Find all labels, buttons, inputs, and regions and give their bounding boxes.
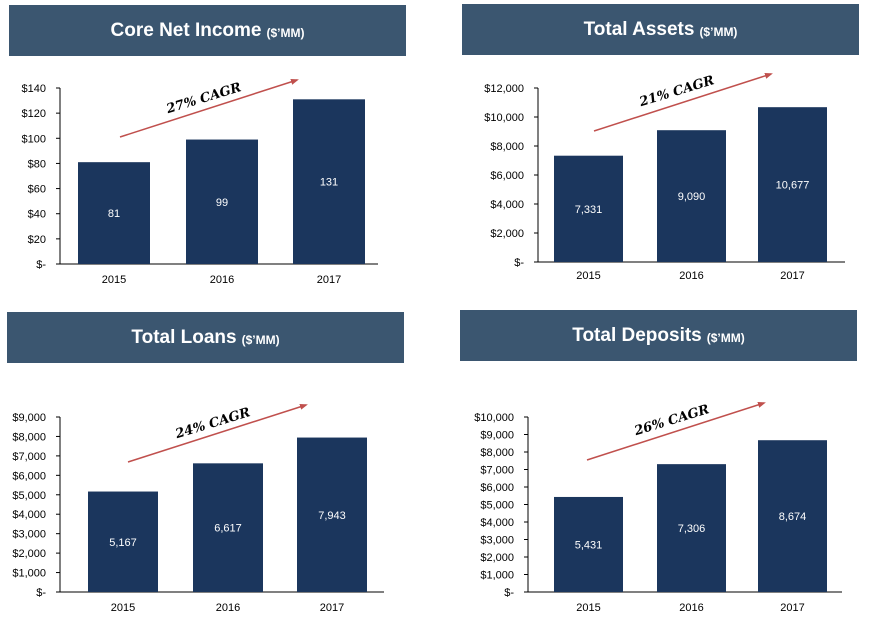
chart-title: Total Deposits: [572, 324, 702, 346]
chart-title: Total Assets: [583, 18, 695, 40]
x-category-label: 2016: [679, 602, 703, 614]
cagr-label: 27% CAGR: [164, 80, 243, 117]
y-tick-label: $8,000: [480, 447, 514, 459]
bar-value-label: 7,306: [678, 523, 706, 535]
chart-unit: ($’MM): [706, 330, 745, 345]
y-tick-label: $5,000: [12, 490, 46, 502]
y-tick-label: $3,000: [12, 529, 46, 541]
y-tick-label: $-: [514, 257, 524, 269]
y-tick-label: $4,000: [480, 517, 514, 529]
chart-unit: ($’MM): [241, 332, 280, 347]
bar-2015: [554, 496, 623, 592]
y-tick-label: $60: [28, 184, 46, 196]
bar-value-label: 7,331: [575, 204, 603, 216]
x-category-label: 2017: [780, 270, 804, 282]
bar-value-label: 131: [320, 177, 338, 189]
x-category-label: 2017: [320, 602, 344, 614]
bar-value-label: 7,943: [318, 510, 346, 522]
bar-value-label: 5,431: [575, 539, 603, 551]
bar-2017: [297, 437, 367, 592]
y-tick-label: $140: [22, 83, 46, 95]
bar-2017: [758, 440, 827, 592]
bar-value-label: 99: [216, 197, 228, 209]
y-tick-label: $9,000: [480, 430, 514, 442]
x-category-label: 2017: [780, 602, 804, 614]
bar-value-label: 9,090: [678, 191, 706, 203]
y-tick-label: $7,000: [12, 451, 46, 463]
y-tick-label: $-: [36, 259, 46, 271]
y-tick-label: $100: [22, 133, 46, 145]
total-loans-chart: $- $1,000 $2,000 $3,000 $4,000 $5,000 $6,000 $7…: [12, 403, 384, 614]
y-tick-label: $4,000: [12, 509, 46, 521]
y-tick-label: $2,000: [12, 548, 46, 560]
y-tick-label: $10,000: [474, 412, 514, 424]
total-deposits-title-bar: Total Deposits ($’MM): [460, 310, 857, 361]
bar-2015: [78, 162, 150, 264]
total-assets-title-bar: Total Assets ($’MM): [462, 4, 859, 55]
cagr-arrow: [586, 401, 766, 461]
cagr-arrow: [119, 78, 299, 138]
x-category-label: 2015: [576, 270, 600, 282]
y-tick-label: $-: [36, 587, 46, 599]
y-tick-label: $1,000: [480, 570, 514, 582]
bar-2016: [657, 464, 726, 592]
x-category-label: 2016: [216, 602, 240, 614]
chart-unit: ($’MM): [266, 25, 305, 40]
y-tick-label: $40: [28, 209, 46, 221]
bar-value-label: 10,677: [776, 180, 810, 192]
y-tick-label: $20: [28, 234, 46, 246]
x-category-label: 2017: [317, 274, 341, 286]
y-tick-label: $9,000: [12, 412, 46, 424]
y-tick-label: $-: [504, 587, 514, 599]
y-tick-label: $10,000: [484, 112, 524, 124]
x-category-label: 2015: [111, 602, 135, 614]
cagr-label: 24% CAGR: [173, 405, 252, 442]
bar-value-label: 81: [108, 208, 120, 220]
x-category-label: 2015: [576, 602, 600, 614]
cagr-arrow: [593, 72, 773, 132]
core-net-income-chart: $- $20 $40 $60 $80 $100 $120 $140 81 2015 99 2016 13…: [22, 78, 378, 286]
y-tick-label: $1,000: [12, 568, 46, 580]
bar-2015: [554, 155, 623, 262]
x-category-label: 2016: [679, 270, 703, 282]
chart-title: Core Net Income: [110, 19, 262, 41]
bar-value-label: 6,617: [214, 523, 242, 535]
y-tick-label: $7,000: [480, 465, 514, 477]
x-category-label: 2016: [210, 274, 234, 286]
bar-value-label: 5,167: [109, 537, 137, 549]
cagr-label: 26% CAGR: [632, 402, 711, 439]
cagr-arrow: [127, 403, 308, 463]
y-tick-label: $5,000: [480, 500, 514, 512]
y-tick-label: $6,000: [480, 482, 514, 494]
chart-unit: ($’MM): [699, 24, 738, 39]
core-net-income-title-bar: Core Net Income ($’MM): [9, 5, 406, 56]
bar-2015: [88, 491, 158, 592]
y-tick-label: $8,000: [490, 141, 524, 153]
y-tick-label: $2,000: [480, 552, 514, 564]
y-tick-label: $8,000: [12, 431, 46, 443]
x-category-label: 2015: [102, 274, 126, 286]
y-tick-label: $6,000: [12, 470, 46, 482]
y-tick-label: $120: [22, 108, 46, 120]
y-tick-label: $3,000: [480, 535, 514, 547]
bar-2016: [193, 463, 263, 592]
total-assets-chart: $- $2,000 $4,000 $6,000 $8,000 $10,000 $12,000…: [484, 72, 845, 282]
bar-2016: [186, 139, 258, 264]
bar-2017: [758, 107, 827, 262]
bar-value-label: 8,674: [779, 511, 807, 523]
total-deposits-chart: $- $1,000 $2,000 $3,000 $4,000 $5,000 $6,000 $7…: [474, 401, 842, 614]
total-loans-title-bar: Total Loans ($’MM): [7, 312, 404, 363]
y-tick-label: $4,000: [490, 199, 524, 211]
chart-title: Total Loans: [131, 326, 237, 348]
y-tick-label: $12,000: [484, 83, 524, 95]
y-tick-label: $80: [28, 158, 46, 170]
y-tick-label: $6,000: [490, 170, 524, 182]
y-tick-label: $2,000: [490, 228, 524, 240]
bar-2017: [293, 99, 365, 264]
bar-2016: [657, 130, 726, 262]
